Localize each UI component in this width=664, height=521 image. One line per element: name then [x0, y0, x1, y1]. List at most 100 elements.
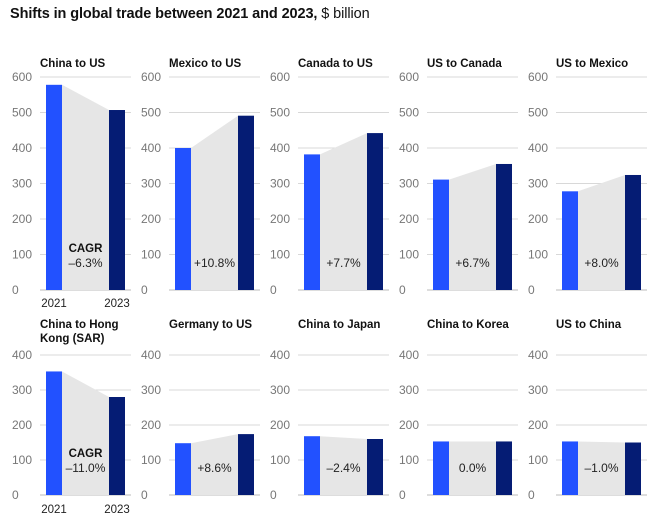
cagr-value-canada-to-us: +7.7%: [326, 256, 361, 270]
bar-china-to-hong-kong-sar-2021: [46, 371, 62, 495]
y-tick-canada-to-us-200: 200: [270, 212, 290, 226]
y-tick-china-to-us-100: 100: [12, 248, 32, 262]
y-tick-us-to-canada-0: 0: [399, 283, 406, 297]
y-tick-us-to-mexico-400: 400: [528, 141, 548, 155]
y-tick-china-to-korea-300: 300: [399, 383, 419, 397]
y-tick-china-to-us-0: 0: [12, 283, 19, 297]
cagr-value-china-to-japan: –2.4%: [326, 461, 360, 475]
y-tick-mexico-to-us-200: 200: [141, 212, 161, 226]
y-tick-canada-to-us-100: 100: [270, 248, 290, 262]
y-tick-china-to-us-200: 200: [12, 212, 32, 226]
bar-china-to-japan-2021: [304, 436, 320, 495]
y-tick-germany-to-us-200: 200: [141, 418, 161, 432]
bar-canada-to-us-2023: [367, 133, 383, 290]
y-tick-china-to-korea-100: 100: [399, 453, 419, 467]
y-tick-us-to-canada-100: 100: [399, 248, 419, 262]
y-tick-us-to-china-200: 200: [528, 418, 548, 432]
panel-title-us-to-mexico: US to Mexico: [556, 58, 628, 70]
panel-title-china-to-korea: China to Korea: [427, 319, 509, 331]
bar-us-to-mexico-2021: [562, 191, 578, 290]
panel-title-china-to-hong-kong-sar: Kong (SAR): [40, 333, 105, 345]
y-tick-mexico-to-us-100: 100: [141, 248, 161, 262]
trend-band-us-to-china: [578, 441, 625, 495]
y-tick-china-to-us-400: 400: [12, 141, 32, 155]
panel-title-canada-to-us: Canada to US: [298, 58, 373, 70]
y-tick-china-to-hong-kong-sar-100: 100: [12, 453, 32, 467]
y-tick-mexico-to-us-400: 400: [141, 141, 161, 155]
y-tick-china-to-hong-kong-sar-0: 0: [12, 488, 19, 502]
trend-band-canada-to-us: [320, 133, 367, 290]
y-tick-china-to-us-600: 600: [12, 70, 32, 84]
y-tick-us-to-mexico-300: 300: [528, 177, 548, 191]
cagr-heading-china-to-hong-kong-sar: CAGR: [69, 448, 104, 460]
panel-title-china-to-japan: China to Japan: [298, 319, 380, 331]
y-tick-us-to-mexico-0: 0: [528, 283, 535, 297]
bar-us-to-canada-2023: [496, 163, 512, 290]
y-tick-china-to-us-300: 300: [12, 177, 32, 191]
y-tick-china-to-japan-100: 100: [270, 453, 290, 467]
bar-us-to-mexico-2023: [625, 174, 641, 290]
bar-china-to-japan-2023: [367, 439, 383, 495]
panel-title-china-to-us: China to US: [40, 58, 105, 70]
y-tick-germany-to-us-100: 100: [141, 453, 161, 467]
y-tick-canada-to-us-300: 300: [270, 177, 290, 191]
y-tick-canada-to-us-600: 600: [270, 70, 290, 84]
chart-title-main: Shifts in global trade between 2021 and …: [10, 6, 318, 22]
y-tick-us-to-mexico-100: 100: [528, 248, 548, 262]
bar-china-to-us-2021: [46, 84, 62, 290]
x-tick-china-to-us-2021: 2021: [41, 298, 67, 310]
trend-band-china-to-japan: [320, 436, 367, 495]
bar-canada-to-us-2021: [304, 154, 320, 290]
chart-title-unit: $ billion: [317, 6, 370, 22]
trend-band-us-to-canada: [449, 163, 496, 290]
bar-china-to-korea-2023: [496, 441, 512, 495]
x-tick-china-to-hong-kong-sar-2021: 2021: [41, 504, 67, 516]
bar-mexico-to-us-2021: [175, 148, 191, 290]
x-tick-china-to-us-2023: 2023: [104, 298, 130, 310]
bar-china-to-korea-2021: [433, 441, 449, 495]
y-tick-us-to-canada-200: 200: [399, 212, 419, 226]
panel-title-mexico-to-us: Mexico to US: [169, 58, 242, 70]
y-tick-china-to-us-500: 500: [12, 106, 32, 120]
trend-band-germany-to-us: [191, 434, 238, 495]
y-tick-germany-to-us-300: 300: [141, 383, 161, 397]
trend-band-mexico-to-us: [191, 115, 238, 290]
y-tick-us-to-china-300: 300: [528, 383, 548, 397]
y-tick-china-to-korea-0: 0: [399, 488, 406, 502]
trend-band-us-to-mexico: [578, 174, 625, 290]
y-tick-us-to-mexico-500: 500: [528, 106, 548, 120]
trend-band-china-to-us: [62, 84, 109, 290]
cagr-value-germany-to-us: +8.6%: [197, 461, 232, 475]
y-tick-germany-to-us-0: 0: [141, 488, 148, 502]
y-tick-china-to-japan-300: 300: [270, 383, 290, 397]
chart-title: Shifts in global trade between 2021 and …: [10, 6, 370, 22]
bar-us-to-china-2023: [625, 442, 641, 495]
bar-us-to-china-2021: [562, 441, 578, 495]
cagr-heading-china-to-us: CAGR: [69, 243, 104, 255]
y-tick-canada-to-us-0: 0: [270, 283, 277, 297]
y-tick-us-to-canada-500: 500: [399, 106, 419, 120]
bar-mexico-to-us-2023: [238, 115, 254, 290]
y-tick-us-to-china-400: 400: [528, 348, 548, 362]
y-tick-us-to-canada-600: 600: [399, 70, 419, 84]
y-tick-canada-to-us-400: 400: [270, 141, 290, 155]
y-tick-mexico-to-us-600: 600: [141, 70, 161, 84]
bar-china-to-us-2023: [109, 110, 125, 290]
panel-title-us-to-canada: US to Canada: [427, 58, 502, 70]
y-tick-mexico-to-us-500: 500: [141, 106, 161, 120]
y-tick-china-to-hong-kong-sar-300: 300: [12, 383, 32, 397]
y-tick-us-to-mexico-200: 200: [528, 212, 548, 226]
cagr-value-mexico-to-us: +10.8%: [194, 256, 235, 270]
cagr-value-us-to-mexico: +8.0%: [584, 256, 619, 270]
y-tick-china-to-japan-200: 200: [270, 418, 290, 432]
bar-germany-to-us-2021: [175, 443, 191, 495]
y-tick-mexico-to-us-300: 300: [141, 177, 161, 191]
panel-title-germany-to-us: Germany to US: [169, 319, 252, 331]
y-tick-us-to-mexico-600: 600: [528, 70, 548, 84]
bar-germany-to-us-2023: [238, 434, 254, 495]
bar-china-to-hong-kong-sar-2023: [109, 397, 125, 495]
trend-band-china-to-hong-kong-sar: [62, 371, 109, 495]
y-tick-china-to-korea-400: 400: [399, 348, 419, 362]
bar-us-to-canada-2021: [433, 179, 449, 290]
cagr-value-china-to-us: –6.3%: [68, 256, 102, 270]
